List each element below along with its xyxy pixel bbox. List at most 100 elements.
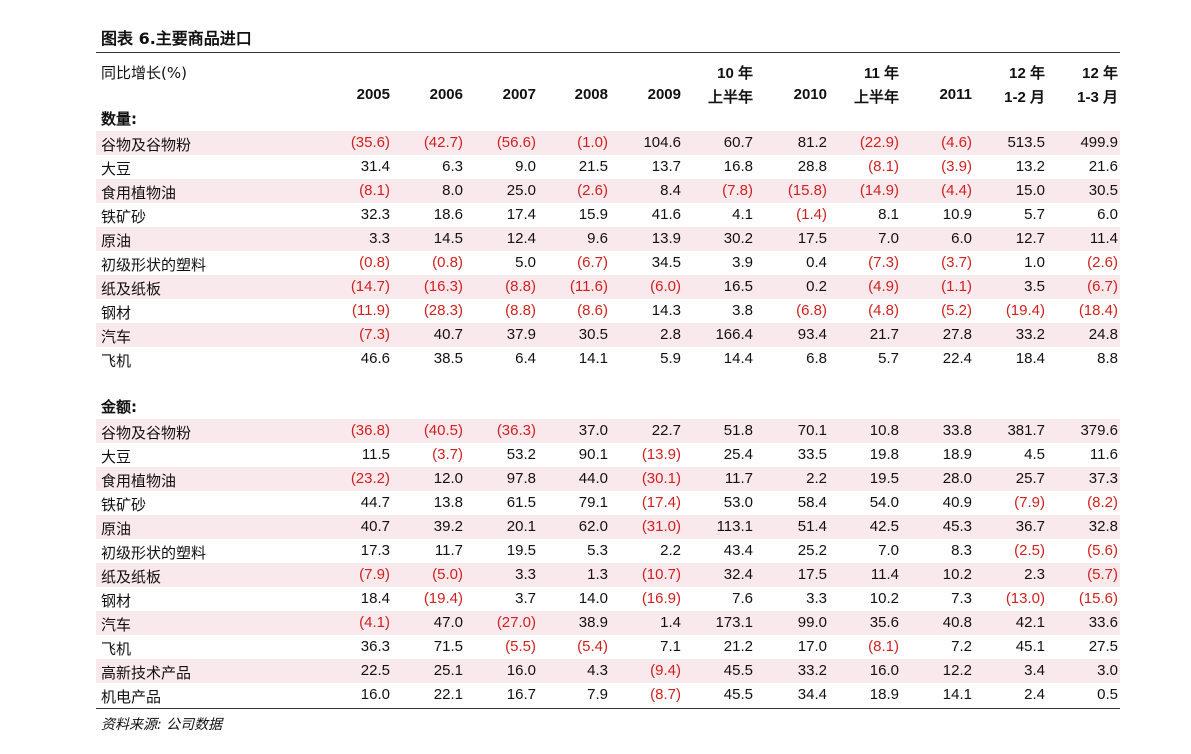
table-cell: (14.9) [859,182,899,199]
row-label: 初级形状的塑料 [101,544,207,562]
table-row: 原油 3.3 14.5 12.4 9.6 13.9 30.2 17.5 7.0 6.0 12.7 11… [96,227,1120,251]
table-cell: 45.5 [723,662,753,679]
table-cell: 13.2 [1015,158,1045,175]
table-cell: (11.6) [569,278,608,295]
row-label: 原油 [101,232,132,250]
table-cell: (18.4) [1078,302,1118,319]
table-cell: 513.5 [1007,134,1045,151]
table-cell: 2.2 [806,470,827,487]
table-cell: (1.4) [796,206,827,223]
table-cell: (2.6) [1087,254,1118,271]
table-cell: 4.1 [732,206,753,223]
table-cell: (6.8) [796,302,827,319]
table-cell: 3.3 [806,590,827,607]
table-cell: 3.7 [515,590,536,607]
table-cell: (23.2) [350,470,390,487]
table-cell: (5.7) [1087,566,1118,583]
table-cell: 12.0 [433,470,463,487]
table-cell: 58.4 [797,494,827,511]
column-header-5-l2: 2009 [647,86,681,103]
table-cell: 7.9 [587,686,608,703]
table-cell: 16.0 [869,662,899,679]
table-cell: (8.1) [868,158,899,175]
table-cell: (5.6) [1087,542,1118,559]
table-row: 钢材 18.4 (19.4) 3.7 14.0 (16.9) 7.6 3.3 10.2 7.3 (1… [96,587,1120,611]
table-cell: 11.7 [434,542,463,559]
table-cell: (15.6) [1078,590,1118,607]
table-row: 汽车 (4.1) 47.0 (27.0) 38.9 1.4 173.1 99.0 35.6 40.… [96,611,1120,635]
table-cell: 54.0 [869,494,899,511]
row-label: 钢材 [101,592,132,610]
row-label: 汽车 [101,328,132,346]
table-cell: (0.8) [432,254,463,271]
table-cell: (4.8) [868,302,899,319]
column-header-3-l2: 2007 [502,86,536,103]
table-cell: (0.8) [359,254,390,271]
table-row: 原油 40.7 39.2 20.1 62.0 (31.0) 113.1 51.4 42.5 45.… [96,515,1120,539]
table-cell: (2.5) [1014,542,1045,559]
table-cell: 15.9 [578,206,608,223]
table-cell: 25.7 [1015,470,1045,487]
table-cell: 39.2 [433,518,463,535]
table-cell: 41.6 [651,206,681,223]
table-cell: 60.7 [723,134,753,151]
table-row: 食用植物油 (23.2) 12.0 97.8 44.0 (30.1) 11.7 2.2 19.5… [96,467,1120,491]
table-cell: 32.4 [723,566,753,583]
table-cell: 13.9 [651,230,681,247]
table-cell: 34.5 [651,254,681,271]
table-cell: (2.6) [577,182,608,199]
table-cell: 22.5 [360,662,390,679]
table-cell: 40.9 [942,494,972,511]
table-cell: 12.7 [1015,230,1045,247]
table-cell: (30.1) [641,470,681,487]
table-cell: 16.7 [506,686,536,703]
table-cell: 24.8 [1088,326,1118,343]
table-cell: 8.3 [951,542,972,559]
table-cell: 16.0 [360,686,390,703]
table-cell: 35.6 [869,614,899,631]
table-cell: (6.7) [1087,278,1118,295]
table-row: 大豆 11.5 (3.7) 53.2 90.1 (13.9) 25.4 33.5 19.8 18.… [96,443,1120,467]
table-cell: (7.3) [359,326,390,343]
table-cell: 5.9 [660,350,681,367]
table-cell: 8.4 [660,182,681,199]
table-cell: 36.3 [360,638,390,655]
table-cell: (36.3) [496,422,536,439]
table-cell: (27.0) [496,614,536,631]
table-title: 图表 6.主要商品进口 [101,29,252,48]
table-cell: 10.9 [942,206,972,223]
table-cell: 3.9 [732,254,753,271]
row-label: 飞机 [101,640,132,658]
row-label: 食用植物油 [101,472,177,490]
table-cell: 8.1 [878,206,899,223]
table-cell: 33.8 [942,422,972,439]
table-cell: 8.8 [1097,350,1118,367]
table-cell: 17.0 [797,638,827,655]
row-label: 飞机 [101,352,132,370]
table-row: 钢材 (11.9) (28.3) (8.8) (8.6) 14.3 3.8 (6.8) (4.8… [96,299,1120,323]
table-row: 高新技术产品 22.5 25.1 16.0 4.3 (9.4) 45.5 33.2 16.0 12… [96,659,1120,683]
row-label: 食用植物油 [101,184,177,202]
table-cell: 5.3 [587,542,608,559]
column-header-2-l2: 2006 [429,86,463,103]
table-cell: 51.4 [797,518,827,535]
table-cell: 18.4 [360,590,390,607]
table-cell: 14.5 [433,230,463,247]
table-cell: (4.6) [941,134,972,151]
table-cell: 21.5 [578,158,608,175]
table-cell: 21.6 [1088,158,1118,175]
table-cell: 0.2 [806,278,827,295]
table-cell: 44.0 [578,470,608,487]
table-cell: 5.7 [878,350,899,367]
table-cell: 7.1 [660,638,681,655]
table-cell: (31.0) [641,518,681,535]
table-row: 初级形状的塑料 (0.8) (0.8) 5.0 (6.7) 34.5 3.9 0.4 (7.3)… [96,251,1120,275]
table-cell: 104.6 [643,134,681,151]
table-cell: 19.8 [869,446,899,463]
table-cell: 53.2 [506,446,536,463]
table-row: 飞机 46.6 38.5 6.4 14.1 5.9 14.4 6.8 5.7 22.4 18.4 8.… [96,347,1120,371]
table-cell: 17.5 [797,566,827,583]
row-label: 谷物及谷物粉 [101,424,192,442]
table-cell: 381.7 [1007,422,1045,439]
table-cell: 53.0 [723,494,753,511]
